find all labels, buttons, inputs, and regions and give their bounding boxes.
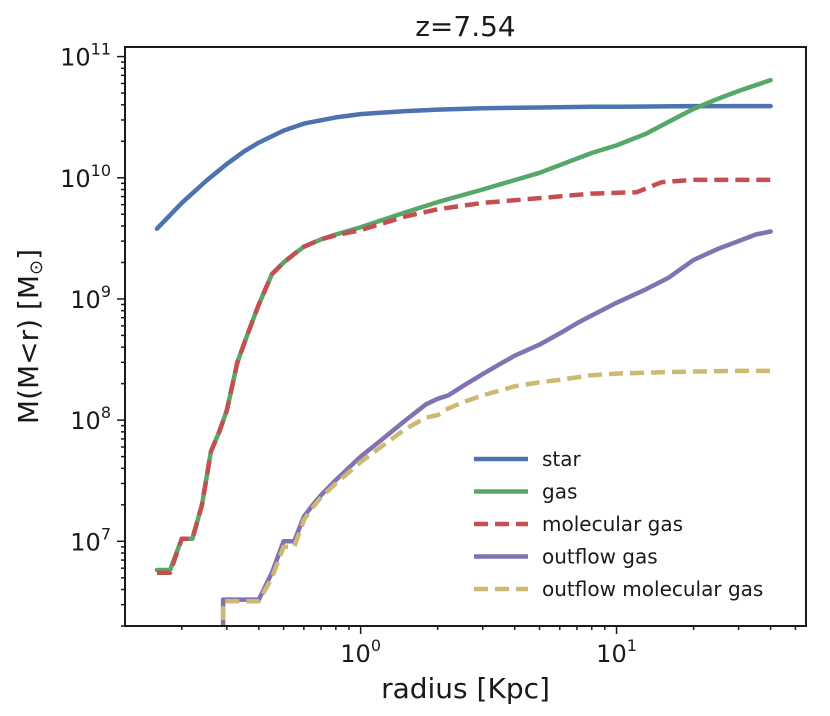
x-tick-label: 101 xyxy=(596,636,637,668)
x-tick-base: 10 xyxy=(340,640,371,668)
series-line-outflow-gas xyxy=(220,229,773,626)
chart-title: z=7.54 xyxy=(415,10,516,43)
plot-series-group xyxy=(154,77,773,626)
y-tick-exponent: 7 xyxy=(101,524,111,543)
legend-label: gas xyxy=(542,480,577,504)
y-tick-base: 10 xyxy=(60,165,91,193)
x-axis-label: radius [Kpc] xyxy=(381,672,550,705)
x-tick-label: 100 xyxy=(340,636,381,668)
y-tick-base: 10 xyxy=(60,44,91,72)
legend-label: molecular gas xyxy=(542,512,683,536)
y-axis-label-end: ] xyxy=(12,249,45,260)
y-tick-exponent: 10 xyxy=(91,161,111,180)
legend-label: star xyxy=(542,447,582,471)
y-tick-base: 10 xyxy=(70,286,101,314)
y-tick-exponent: 9 xyxy=(101,282,111,301)
y-tick-label: 107 xyxy=(70,524,111,556)
legend-label: outflow gas xyxy=(542,545,658,569)
y-tick-label: 109 xyxy=(70,282,111,314)
legend: star gas molecular gas outflow gas outflow m… xyxy=(474,447,763,601)
y-tick-base: 10 xyxy=(70,528,101,556)
y-tick-label: 108 xyxy=(70,403,111,435)
y-tick-exponent: 11 xyxy=(91,40,111,59)
plot-frame xyxy=(124,46,807,627)
y-axis-label-sub: ⊙ xyxy=(26,260,47,275)
series-line-molecular-gas xyxy=(157,177,771,576)
legend-label: outflow molecular gas xyxy=(542,577,763,601)
x-tick-base: 10 xyxy=(596,640,627,668)
y-tick-exponent: 8 xyxy=(101,403,111,422)
x-tick-exponent: 1 xyxy=(627,636,637,655)
y-tick-label: 1010 xyxy=(60,161,111,193)
y-axis-label: M(M<r) [M⊙] xyxy=(12,249,47,424)
y-tick-label: 1011 xyxy=(60,40,111,72)
series-line-star xyxy=(154,103,773,231)
x-tick-exponent: 0 xyxy=(371,636,381,655)
y-axis-label-main: M(M<r) [M xyxy=(12,275,45,424)
y-tick-base: 10 xyxy=(70,407,101,435)
series-line-outflow-molecular-gas xyxy=(220,368,771,626)
